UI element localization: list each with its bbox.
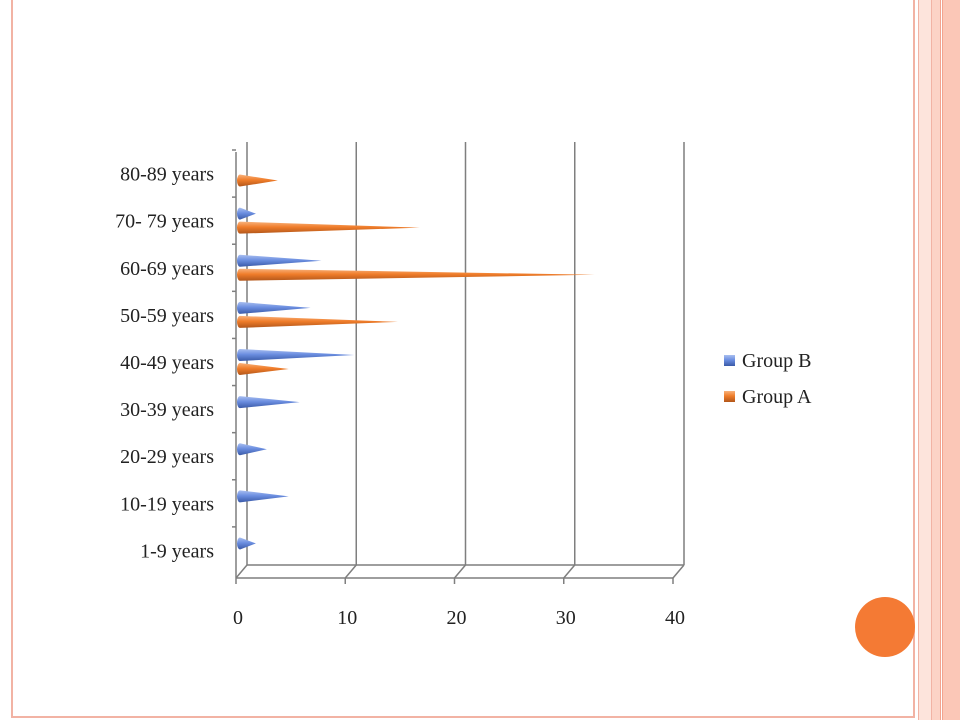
floor-edge bbox=[344, 564, 357, 579]
x-tick-label: 40 bbox=[665, 607, 685, 629]
category-label: 70- 79 years bbox=[115, 211, 214, 233]
plot-frame bbox=[235, 142, 685, 584]
category-label: 30-39 years bbox=[120, 399, 214, 421]
cone-bar bbox=[237, 254, 322, 267]
cone-bar bbox=[237, 443, 267, 456]
category-label: 40-49 years bbox=[120, 352, 214, 374]
cone-bar bbox=[237, 490, 289, 503]
category-label: 60-69 years bbox=[120, 258, 214, 280]
cone-bar bbox=[237, 174, 278, 187]
category-label: 10-19 years bbox=[120, 493, 214, 515]
x-tick-label: 20 bbox=[447, 607, 467, 629]
category-labels: 1-9 years 10-19 years 20-29 years 30-39 yea… bbox=[115, 149, 236, 562]
cone-bar bbox=[237, 301, 311, 314]
floor-edge bbox=[453, 564, 467, 579]
x-tick-labels: 0 10 20 30 40 bbox=[233, 607, 685, 629]
accent-circle bbox=[855, 597, 915, 657]
cone-bar bbox=[237, 221, 420, 234]
cone-bar bbox=[237, 396, 300, 409]
category-label: 20-29 years bbox=[120, 446, 214, 468]
decorative-band bbox=[918, 0, 932, 720]
x-tick-label: 30 bbox=[556, 607, 576, 629]
legend-label: Group B bbox=[742, 350, 811, 372]
decorative-band bbox=[942, 0, 960, 720]
legend-label: Group A bbox=[742, 386, 812, 408]
legend: Group B Group A bbox=[724, 350, 812, 408]
bars-group bbox=[237, 174, 595, 550]
cone-bar bbox=[237, 315, 398, 328]
decorative-band bbox=[932, 0, 941, 720]
cone-bar bbox=[237, 207, 256, 220]
legend-swatch bbox=[724, 391, 735, 402]
floor-edge bbox=[235, 564, 248, 579]
floor-edge bbox=[672, 564, 685, 579]
category-label: 1-9 years bbox=[140, 540, 214, 562]
x-tick-label: 0 bbox=[233, 607, 243, 629]
legend-swatch bbox=[724, 355, 735, 366]
floor-edge bbox=[563, 564, 576, 579]
category-label: 50-59 years bbox=[120, 305, 214, 327]
category-label: 80-89 years bbox=[120, 164, 214, 186]
x-tick-label: 10 bbox=[337, 607, 357, 629]
cone-bar bbox=[237, 349, 355, 361]
cone-bar bbox=[237, 268, 595, 281]
cone-bar bbox=[237, 363, 289, 375]
cone-bar bbox=[237, 537, 256, 550]
slide-border bbox=[11, 0, 915, 718]
